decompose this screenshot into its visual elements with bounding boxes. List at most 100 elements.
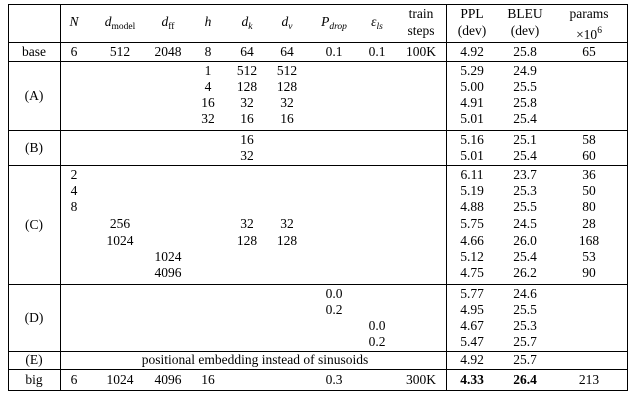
cell-h: 32 <box>201 111 215 126</box>
cell-p-drop: 0.1 <box>325 44 343 59</box>
cell-bleu: 23.7 <box>513 167 537 182</box>
cell-bleu: 25.5 <box>513 79 537 94</box>
header-bleu: BLEU <box>507 6 543 21</box>
header-train: train <box>408 6 434 21</box>
vrule-groups <box>60 4 61 391</box>
cell-h: 16 <box>201 372 215 387</box>
rule-top <box>8 4 628 5</box>
cell-ppl: 4.33 <box>460 372 484 387</box>
cell-bleu: 24.9 <box>513 63 537 78</box>
cell-d-v: 32 <box>280 95 294 110</box>
cell-d-k: 16 <box>240 111 254 126</box>
cell-d-v: 128 <box>276 233 298 248</box>
header-d-v: dv <box>281 14 293 32</box>
group-label-b: (B) <box>25 140 43 155</box>
rule-bottom <box>8 390 628 391</box>
header-params-unit: ×106 <box>576 26 602 42</box>
cell-bleu: 26.4 <box>513 372 537 387</box>
cell-bleu: 25.8 <box>513 44 537 59</box>
group-label-e: (E) <box>25 352 43 367</box>
cell-bleu: 25.1 <box>513 132 537 147</box>
cell-n: 6 <box>70 372 78 387</box>
cell-bleu: 25.7 <box>513 352 537 367</box>
rule-a <box>8 130 628 131</box>
group-label-a: (A) <box>24 88 44 103</box>
cell-d-k: 32 <box>240 95 254 110</box>
group-label-d: (D) <box>24 310 44 325</box>
group-label-c: (C) <box>25 217 43 232</box>
cell-bleu: 25.3 <box>513 183 537 198</box>
cell-d-k: 16 <box>240 132 254 147</box>
cell-h: 4 <box>204 79 212 94</box>
cell-ppl: 5.00 <box>460 79 484 94</box>
header-params: params <box>569 6 609 21</box>
cell-note: positional embedding instead of sinusoid… <box>141 352 369 367</box>
cell-d-k: 128 <box>236 79 258 94</box>
cell-d-ff: 4096 <box>154 265 182 280</box>
cell-d-ff: 2048 <box>154 44 182 59</box>
cell-train-steps: 300K <box>406 372 436 387</box>
cell-d-ff: 1024 <box>154 249 182 264</box>
header-n: N <box>69 14 79 29</box>
cell-d-model: 256 <box>109 216 131 231</box>
cell-ppl: 5.01 <box>460 148 484 163</box>
row-label-base: base <box>22 44 46 59</box>
cell-ppl: 4.67 <box>460 318 484 333</box>
cell-params: 90 <box>582 265 596 280</box>
cell-ppl: 4.92 <box>460 44 484 59</box>
cell-n: 4 <box>70 183 78 198</box>
cell-d-k: 512 <box>236 63 258 78</box>
header-bleu-dev: (dev) <box>510 23 540 38</box>
cell-params: 213 <box>578 372 600 387</box>
cell-ppl: 4.66 <box>460 233 484 248</box>
cell-d-k: 32 <box>240 216 254 231</box>
cell-p-drop: 0.0 <box>325 286 343 301</box>
rule-e <box>8 369 628 370</box>
rule-c <box>8 284 628 285</box>
cell-d-v: 512 <box>276 63 298 78</box>
cell-ppl: 5.75 <box>460 216 484 231</box>
cell-n: 6 <box>70 44 78 59</box>
cell-bleu: 24.6 <box>513 286 537 301</box>
cell-ppl: 4.92 <box>460 352 484 367</box>
cell-eps-ls: 0.2 <box>368 334 386 349</box>
cell-params: 28 <box>582 216 596 231</box>
cell-train-steps: 100K <box>406 44 436 59</box>
cell-ppl: 4.75 <box>460 265 484 280</box>
cell-bleu: 25.4 <box>513 249 537 264</box>
header-d-model: dmodel <box>104 14 136 32</box>
cell-bleu: 25.5 <box>513 199 537 214</box>
header-d-k: dk <box>241 14 253 32</box>
cell-bleu: 26.2 <box>513 265 537 280</box>
header-h: h <box>204 14 212 29</box>
cell-params: 50 <box>582 183 596 198</box>
cell-eps-ls: 0.1 <box>368 44 386 59</box>
cell-ppl: 5.29 <box>460 63 484 78</box>
cell-ppl: 4.88 <box>460 199 484 214</box>
cell-params: 65 <box>582 44 596 59</box>
header-p-drop: Pdrop <box>321 14 347 32</box>
cell-bleu: 26.0 <box>513 233 537 248</box>
cell-d-k: 128 <box>236 233 258 248</box>
header-eps-ls: εls <box>371 14 383 32</box>
cell-ppl: 5.47 <box>460 334 484 349</box>
cell-d-v: 16 <box>280 111 294 126</box>
cell-bleu: 25.8 <box>513 95 537 110</box>
rule-header <box>8 42 628 43</box>
vrule-right <box>627 4 628 391</box>
cell-bleu: 25.4 <box>513 148 537 163</box>
cell-ppl: 6.11 <box>460 167 484 182</box>
vrule-metrics <box>446 4 447 391</box>
cell-ppl: 5.19 <box>460 183 484 198</box>
cell-params: 168 <box>578 233 600 248</box>
header-steps: steps <box>407 23 435 38</box>
cell-d-v: 32 <box>280 216 294 231</box>
cell-bleu: 25.4 <box>513 111 537 126</box>
cell-n: 8 <box>70 199 78 214</box>
cell-ppl: 4.95 <box>460 302 484 317</box>
cell-bleu: 25.5 <box>513 302 537 317</box>
cell-ppl: 5.77 <box>460 286 484 301</box>
cell-h: 1 <box>204 63 212 78</box>
cell-d-v: 64 <box>280 44 294 59</box>
